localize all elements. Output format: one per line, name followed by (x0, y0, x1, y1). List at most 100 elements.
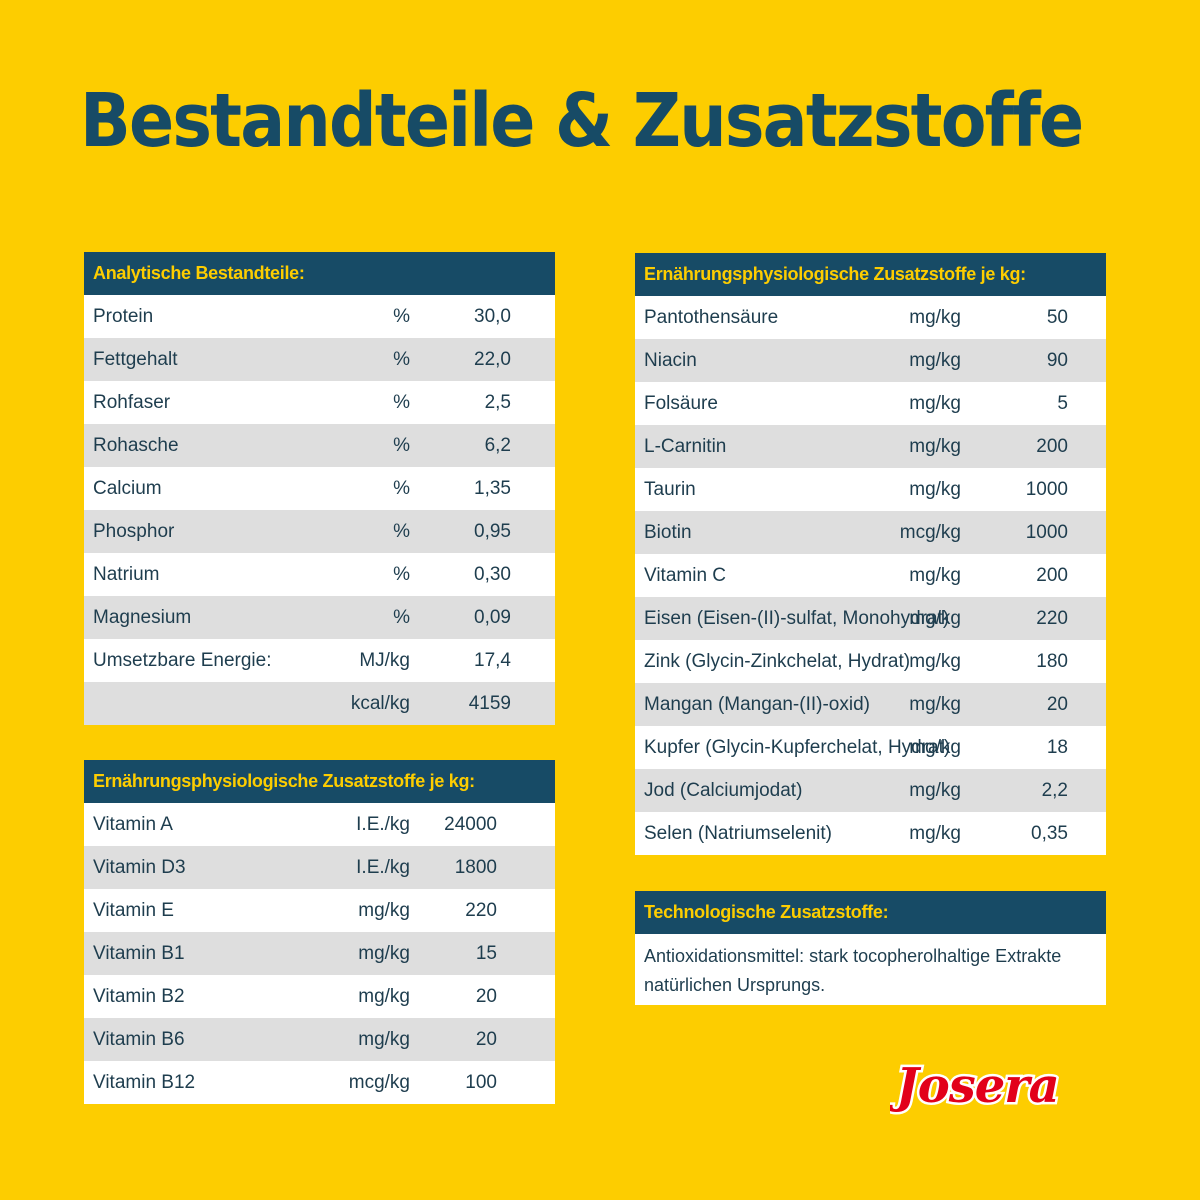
table-row: Umsetzbare Energie: MJ/kg 17,4 (84, 639, 555, 682)
row-value: 100 (465, 1072, 497, 1093)
table-row: Vitamin B6 mg/kg 20 (84, 1018, 555, 1061)
technological-additives-table: Technologische Zusatzstoffe: Antioxidati… (635, 891, 1106, 1005)
nutritional-additives-table: Ernährungsphysiologische Zusatzstoffe je… (635, 253, 1106, 855)
row-value: 0,09 (474, 607, 511, 628)
table-row: kcal/kg 4159 (84, 682, 555, 725)
josera-logo: Josera (886, 1050, 1110, 1125)
row-value: 20 (1046, 694, 1068, 715)
row-label: L-Carnitin (644, 436, 727, 457)
row-value: 4159 (468, 693, 511, 714)
table-row: Vitamin A I.E./kg 24000 (84, 803, 555, 846)
table-row: Vitamin D3 I.E./kg 1800 (84, 846, 555, 889)
row-value: 17,4 (474, 650, 511, 671)
table-header: Analytische Bestandteile: (84, 252, 555, 295)
row-value: 22,0 (474, 349, 511, 370)
row-unit: mg/kg (358, 943, 410, 964)
table-row: Vitamin C mg/kg 200 (635, 554, 1106, 597)
table-row: Vitamin B1 mg/kg 15 (84, 932, 555, 975)
analytical-table: Analytische Bestandteile: Protein% 30,0 Fe… (84, 252, 555, 725)
row-unit: mg/kg (909, 479, 961, 500)
row-value: 90 (1046, 350, 1068, 371)
row-value: 30,0 (474, 306, 511, 327)
row-unit: % (393, 564, 410, 585)
row-unit: mg/kg (909, 565, 961, 586)
table-row: Folsäure mg/kg 5 (635, 382, 1106, 425)
row-label: Vitamin A (93, 814, 173, 835)
table-header: Ernährungsphysiologische Zusatzstoffe je… (635, 253, 1106, 296)
table-row: Rohasche% 6,2 (84, 424, 555, 467)
row-value: 0,30 (474, 564, 511, 585)
table-row: Taurin mg/kg 1000 (635, 468, 1106, 511)
row-unit: mg/kg (358, 986, 410, 1007)
table-row: Magnesium% 0,09 (84, 596, 555, 639)
row-unit: mg/kg (909, 694, 961, 715)
row-label: Vitamin D3 (93, 857, 186, 878)
row-label: Natrium (93, 564, 160, 585)
row-value: 1,35 (474, 478, 511, 499)
row-value: 220 (465, 900, 497, 921)
table-row: Vitamin B2 mg/kg 20 (84, 975, 555, 1018)
row-value: 20 (475, 1029, 497, 1050)
table-row: Selen (Natriumselenit) mg/kg 0,35 (635, 812, 1106, 855)
row-value: 1000 (1025, 522, 1068, 543)
row-unit: % (393, 349, 410, 370)
row-label: Selen (Natriumselenit) (644, 823, 832, 844)
row-label: Jod (Calciumjodat) (644, 780, 803, 801)
row-unit: % (393, 607, 410, 628)
row-label: Vitamin B1 (93, 943, 185, 964)
row-value: 0,95 (474, 521, 511, 542)
row-unit: % (393, 521, 410, 542)
row-label: Vitamin B12 (93, 1072, 196, 1093)
row-unit: mcg/kg (348, 1072, 410, 1093)
row-unit: mg/kg (909, 307, 961, 328)
row-unit: mg/kg (909, 350, 961, 371)
row-unit: mg/kg (358, 900, 410, 921)
table-row: Protein% 30,0 (84, 295, 555, 338)
technological-text: Antioxidationsmittel: stark tocopherolha… (635, 934, 1106, 1005)
table-header: Ernährungsphysiologische Zusatzstoffe je… (84, 760, 555, 803)
row-label: Eisen (Eisen-(II)-sulfat, Monohydrat) (644, 608, 950, 629)
table-row: Pantothensäure mg/kg 50 (635, 296, 1106, 339)
row-value: 15 (475, 943, 497, 964)
row-unit: mg/kg (909, 436, 961, 457)
row-label: Folsäure (644, 393, 718, 414)
table-row: Vitamin B12 mcg/kg 100 (84, 1061, 555, 1104)
row-label: Protein (93, 306, 154, 327)
table-row: Eisen (Eisen-(II)-sulfat, Monohydrat) mg/… (635, 597, 1106, 640)
table-row: Rohfaser% 2,5 (84, 381, 555, 424)
table-row: Jod (Calciumjodat) mg/kg 2,2 (635, 769, 1106, 812)
vitamins-table: Ernährungsphysiologische Zusatzstoffe je… (84, 760, 555, 1104)
row-value: 5 (1057, 393, 1068, 414)
row-label: Magnesium (93, 607, 192, 628)
row-value: 2,5 (484, 392, 511, 413)
row-value: 6,2 (484, 435, 511, 456)
row-label: Calcium (93, 478, 162, 499)
table-row: Biotin mcg/kg 1000 (635, 511, 1106, 554)
row-unit: % (393, 435, 410, 456)
row-value: 180 (1036, 651, 1068, 672)
row-unit: I.E./kg (356, 814, 410, 835)
row-unit: mg/kg (909, 608, 961, 629)
row-label: Rohasche (93, 435, 179, 456)
row-unit: mg/kg (909, 651, 961, 672)
row-value: 0,35 (1031, 823, 1068, 844)
row-label: Vitamin C (644, 565, 727, 586)
table-row: Kupfer (Glycin-Kupferchelat, Hydrat) mg/k… (635, 726, 1106, 769)
technological-line: natürlichen Ursprungs. (644, 975, 826, 995)
row-value: 1000 (1025, 479, 1068, 500)
table-header: Technologische Zusatzstoffe: (635, 891, 1106, 934)
row-unit: I.E./kg (356, 857, 410, 878)
row-unit: mcg/kg (899, 522, 961, 543)
row-unit: % (393, 478, 410, 499)
row-unit: % (393, 306, 410, 327)
josera-logo-text: Josera (890, 1058, 1059, 1114)
row-label: Phosphor (93, 521, 175, 542)
row-unit: mg/kg (909, 823, 961, 844)
row-value: 50 (1046, 307, 1068, 328)
row-unit: mg/kg (909, 780, 961, 801)
row-value: 20 (475, 986, 497, 1007)
row-label: Umsetzbare Energie: (93, 650, 272, 671)
row-value: 2,2 (1041, 780, 1068, 801)
row-label: Biotin (644, 522, 692, 543)
row-label: Kupfer (Glycin-Kupferchelat, Hydrat) (644, 737, 951, 758)
